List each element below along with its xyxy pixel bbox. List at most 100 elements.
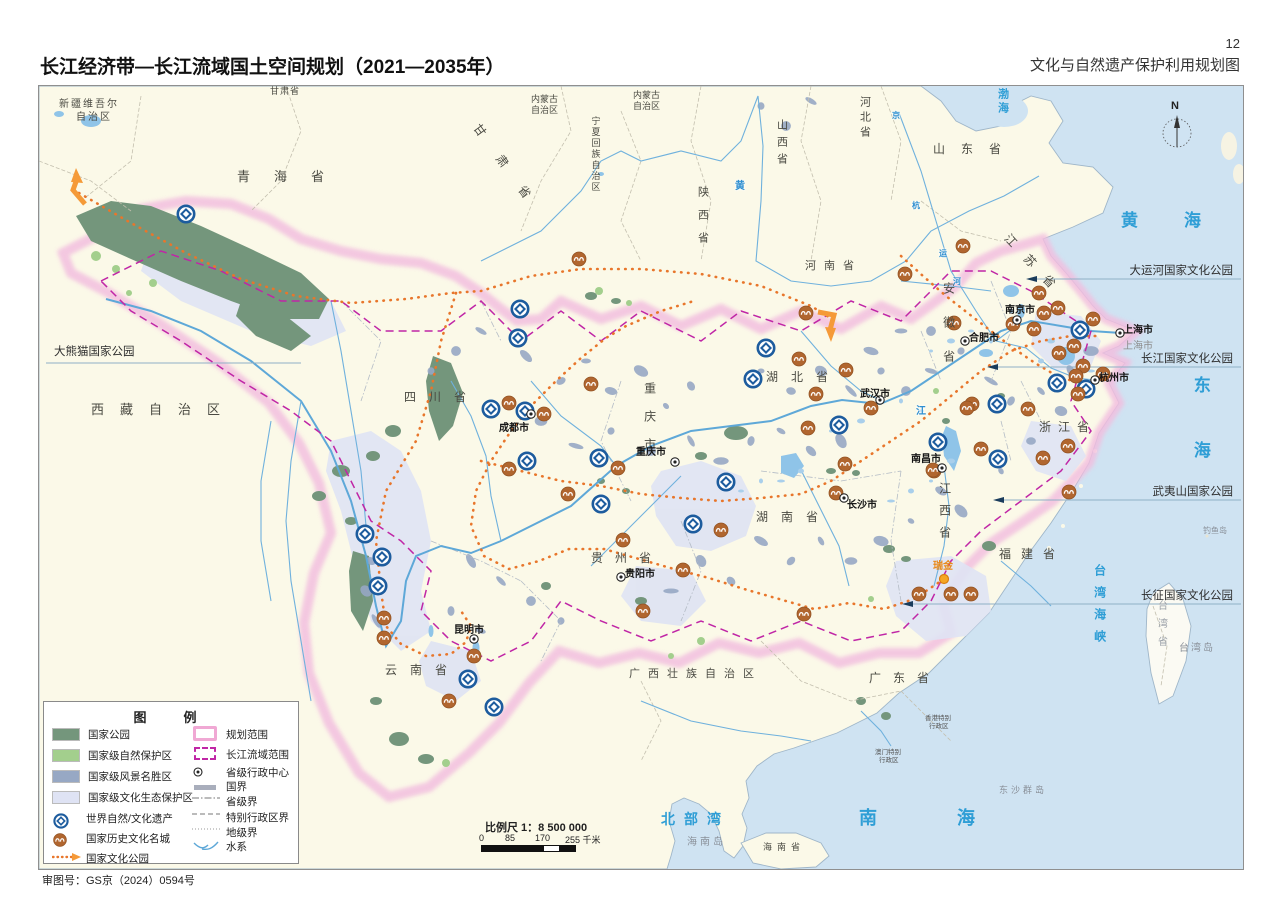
national-boundary-swatch bbox=[192, 781, 218, 793]
historic-city-icon bbox=[466, 648, 482, 664]
river-label-canal-yun: 运 bbox=[939, 249, 947, 258]
city-label-chongqing: 重庆市 bbox=[636, 447, 666, 458]
province-label-qinghai: 青海省 bbox=[237, 169, 349, 184]
province-label-ningxia: 宁夏回族自治区 bbox=[590, 116, 601, 193]
bohai-bay bbox=[980, 95, 1028, 127]
region-label-macau: 澳门特别 bbox=[875, 749, 901, 756]
historic-city-icon bbox=[959, 400, 975, 416]
world-heritage-icon bbox=[988, 449, 1008, 469]
city-label-wuhan: 武汉市 bbox=[860, 389, 890, 400]
legend-label: 省级行政中心 bbox=[226, 767, 289, 779]
callout-wuyishan-park: 武夷山国家公园 bbox=[1152, 486, 1234, 498]
historic-city-icon bbox=[796, 606, 812, 622]
cultural-eco-swatch bbox=[52, 791, 80, 804]
region-label-hk: 香港特别 bbox=[925, 715, 951, 722]
world-heritage-icon bbox=[987, 394, 1007, 414]
historic-city-icon bbox=[635, 603, 651, 619]
legend-label: 国界 bbox=[226, 781, 247, 793]
historic-city-icon bbox=[615, 532, 631, 548]
provincial-capital-icon bbox=[1012, 315, 1022, 325]
province-label-sichuan: 四川省 bbox=[404, 390, 480, 404]
taiwan-island-shape bbox=[1145, 582, 1192, 705]
province-label-hebei: 河北省 bbox=[858, 96, 871, 141]
legend-label: 地级界 bbox=[226, 827, 258, 839]
callout-leaders bbox=[46, 278, 1241, 605]
historic-city-icon bbox=[536, 406, 552, 422]
callout-long-march-park: 长征国家文化公园 bbox=[1141, 590, 1233, 602]
sea-label-taiwan-strait: 台湾海峡 bbox=[1092, 564, 1107, 652]
sea-label-beibuwan: 北部湾 bbox=[661, 813, 730, 828]
province-label-hubei: 湖北省 bbox=[766, 370, 842, 384]
scalebar-tick-170: 170 bbox=[535, 833, 551, 843]
city-label-nanchang: 南昌市 bbox=[911, 454, 941, 465]
world-heritage-icon bbox=[372, 547, 392, 567]
province-label-hunan: 湖南省 bbox=[756, 510, 832, 524]
historic-city-icon bbox=[911, 586, 927, 602]
scalebar-title: 比例尺 1：8 500 000 bbox=[485, 822, 588, 834]
province-label-xizang: 西藏自治区 bbox=[91, 402, 237, 417]
river-label-canal-hang: 杭 bbox=[912, 201, 920, 210]
sea-label-huanghai: 黄海 bbox=[1121, 211, 1244, 230]
legend-label: 世界自然/文化遗产 bbox=[86, 813, 173, 825]
legend-label: 国家级文化生态保护区 bbox=[88, 792, 193, 804]
map-frame[interactable]: N 新疆维吾尔 自治区 甘肃省 甘肃省 青海省 西藏自治区 内蒙古 自治区 内蒙… bbox=[38, 85, 1244, 870]
legend-label: 水系 bbox=[226, 841, 247, 853]
sea-label-donghai: 东海 bbox=[1190, 376, 1210, 506]
historic-city-icon bbox=[583, 376, 599, 392]
historic-city-icon bbox=[791, 351, 807, 367]
world-heritage-icon bbox=[510, 299, 530, 319]
scalebar-tick-255: 255 千米 bbox=[565, 835, 601, 845]
world-heritage-icon bbox=[683, 514, 703, 534]
city-label-hefei: 合肥市 bbox=[969, 333, 999, 344]
planning-extent-swatch bbox=[192, 725, 218, 744]
world-heritage-icon bbox=[481, 399, 501, 419]
province-label-henan: 河南省 bbox=[805, 260, 862, 272]
coastal-islet bbox=[1047, 546, 1051, 550]
historic-city-icon bbox=[376, 630, 392, 646]
historic-city-icon bbox=[1050, 300, 1066, 316]
river-label-changjiang: 江 bbox=[916, 406, 926, 417]
historic-city-icon bbox=[955, 238, 971, 254]
far-land-sliver bbox=[1233, 164, 1243, 184]
historic-city-icon bbox=[713, 522, 729, 538]
historic-city-icon bbox=[441, 693, 457, 709]
river-label-canal-jing: 京 bbox=[892, 111, 900, 120]
legend-title: 图 例 bbox=[133, 710, 209, 725]
historic-city-icon bbox=[863, 400, 879, 416]
provincial-capital-icon bbox=[960, 336, 970, 346]
province-boundaries-outer bbox=[39, 86, 1168, 762]
coastal-islet bbox=[1061, 524, 1065, 528]
compass-north-label: N bbox=[1171, 100, 1179, 112]
city-label-hangzhou: 杭州市 bbox=[1099, 373, 1129, 384]
provincial-capital-icon bbox=[526, 409, 536, 419]
river-network bbox=[105, 95, 1122, 747]
legend-label: 国家历史文化名城 bbox=[86, 833, 170, 845]
province-label-neimeng-2: 内蒙古 bbox=[633, 90, 661, 100]
province-label-anhui: 安徽省 bbox=[941, 282, 956, 384]
historic-city-icon bbox=[973, 441, 989, 457]
culture-park-route-arrows bbox=[70, 168, 838, 342]
historic-city-icon bbox=[1020, 401, 1036, 417]
province-label-fujian: 福建省 bbox=[999, 547, 1066, 561]
historic-city-icon bbox=[1031, 285, 1047, 301]
world-heritage-icon bbox=[716, 472, 736, 492]
province-label-chongqing: 重庆市 bbox=[642, 382, 657, 466]
province-label-jiangxi: 江西省 bbox=[937, 482, 952, 548]
historic-city-icon bbox=[560, 486, 576, 502]
culture-park-routes bbox=[77, 191, 1103, 658]
world-heritage-icon bbox=[589, 448, 609, 468]
hainan-island-shape bbox=[740, 832, 830, 869]
legend-label: 国家公园 bbox=[88, 729, 130, 741]
world-heritage-icon bbox=[508, 328, 528, 348]
historic-city-icon bbox=[897, 266, 913, 282]
province-label-yunnan: 云南省 bbox=[385, 663, 461, 677]
provincial-capital-icon bbox=[670, 457, 680, 467]
province-label-shandong: 山东省 bbox=[933, 142, 1018, 156]
island-label-dongsha: 东沙群岛 bbox=[999, 785, 1048, 795]
river-label-huanghe: 黄 bbox=[735, 181, 745, 192]
historic-city-icon bbox=[838, 362, 854, 378]
city-label-chengdu: 成都市 bbox=[499, 423, 529, 434]
province-label-guangxi: 广西壮族自治区 bbox=[629, 668, 762, 680]
national-park-swatch bbox=[52, 728, 80, 741]
